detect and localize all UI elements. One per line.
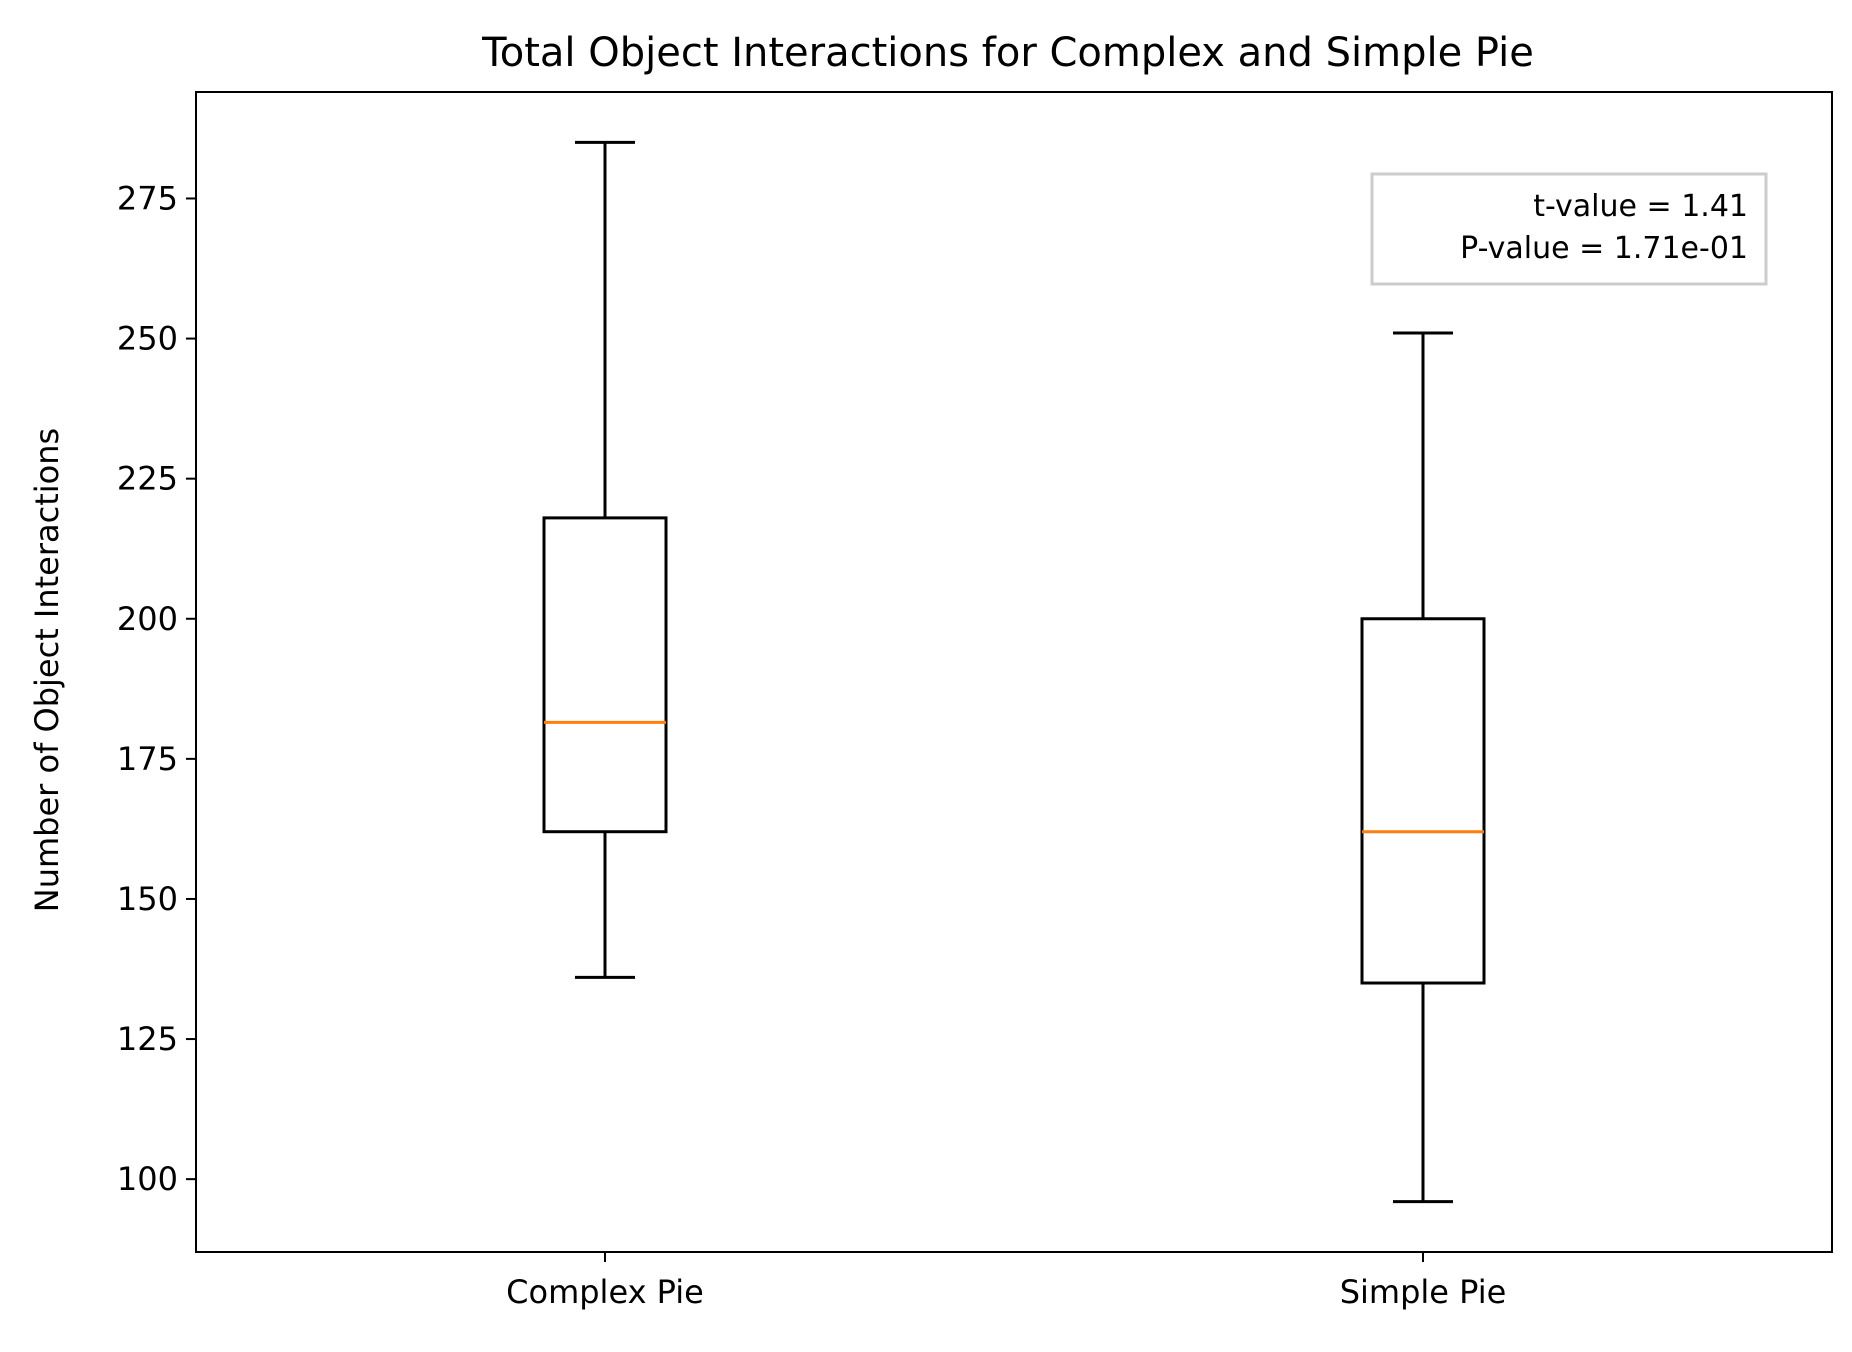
y-tick-label: 250 xyxy=(117,320,178,358)
y-tick-label: 200 xyxy=(117,600,178,638)
y-tick-label: 125 xyxy=(117,1020,178,1058)
y-tick-label: 225 xyxy=(117,460,178,498)
y-axis-ticks: 100 125 150 175 200 225 250 275 xyxy=(117,179,196,1198)
box-simple-pie xyxy=(1360,331,1486,1204)
iqr-box xyxy=(542,516,668,834)
y-tick-label: 175 xyxy=(117,740,178,778)
t-value-label: t-value = 1.41 xyxy=(1533,189,1748,224)
iqr-box xyxy=(1360,617,1486,985)
stats-annotation-frame xyxy=(1370,172,1768,286)
y-tick-label: 275 xyxy=(117,179,178,217)
y-tick-label: 100 xyxy=(117,1160,178,1198)
stats-annotation: t-value = 1.41 P-value = 1.71e-01 xyxy=(1370,172,1768,286)
box-complex-pie xyxy=(542,140,668,979)
x-tick-label: Complex Pie xyxy=(506,1273,704,1311)
p-value-label: P-value = 1.71e-01 xyxy=(1460,231,1748,266)
x-tick-label: Simple Pie xyxy=(1340,1273,1507,1311)
y-tick-label: 150 xyxy=(117,880,178,918)
plot-area-frame xyxy=(195,91,1833,1253)
x-axis-ticks: Complex Pie Simple Pie xyxy=(506,1252,1506,1311)
y-axis-label: Number of Object Interactions xyxy=(28,428,66,912)
box-series xyxy=(542,140,1486,1204)
chart-title: Total Object Interactions for Complex an… xyxy=(481,30,1534,76)
